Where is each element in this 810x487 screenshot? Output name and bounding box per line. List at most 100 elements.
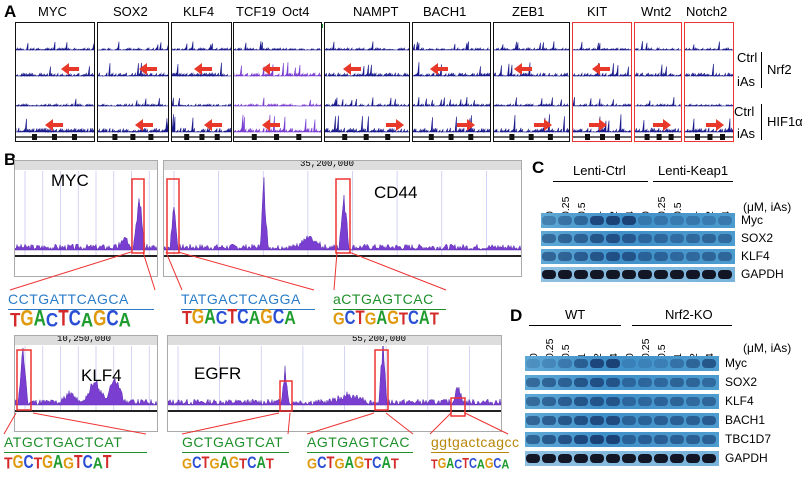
- track-svg-notch2: [685, 41, 733, 140]
- track-signal-row-3: [685, 118, 733, 134]
- logo-letter: A: [376, 306, 388, 329]
- blot-band: [638, 397, 652, 406]
- blot-band: [542, 359, 556, 368]
- gene-exon: [199, 134, 205, 140]
- browser-klf4: 10,250,000 KLF4: [14, 335, 158, 432]
- logo-letter: A: [53, 451, 64, 472]
- gene-exon: [342, 134, 348, 140]
- red-arrow-icon: [429, 63, 448, 75]
- track-box-zeb1: [493, 22, 570, 142]
- blot-band: [638, 454, 652, 463]
- track-signal-row-3: [413, 115, 490, 134]
- blot-band: [542, 435, 556, 444]
- logo-letter: C: [493, 456, 502, 472]
- blot-band: [606, 378, 620, 387]
- gene-label-oct4: Oct4: [282, 4, 310, 19]
- panel-c-label: C: [532, 158, 545, 177]
- motif-logo-2: TGACTCAGCA: [182, 307, 296, 330]
- peak-signal: [164, 177, 521, 251]
- blot-band: [542, 270, 556, 279]
- blot-band: [702, 397, 716, 406]
- logo-letter: G: [437, 456, 447, 472]
- panel-d-label: D: [510, 306, 523, 325]
- blot-band: [542, 378, 556, 387]
- group-line-d2: [632, 325, 732, 326]
- blot-band: [686, 270, 700, 279]
- blot-band: [622, 270, 636, 279]
- blot-band: [622, 416, 636, 425]
- logo-letter: A: [92, 453, 103, 472]
- blot-band: [670, 234, 684, 243]
- gene-exon: [615, 134, 620, 140]
- track-signal-row-3: [325, 115, 409, 134]
- red-arrow-icon: [261, 63, 280, 75]
- logo-letter: A: [344, 452, 354, 473]
- label-ctrl-hif: Ctrl: [734, 104, 755, 119]
- track-signal-row-3: [494, 114, 569, 134]
- browser-myc: MYC: [14, 160, 158, 277]
- motif-logo-4: TGCTGAGTCAT: [4, 451, 111, 474]
- logo-letter: G: [182, 454, 193, 472]
- seq-egfr-1: GCTGAGTCAT: [182, 434, 284, 450]
- blot-label-gapdh: GAPDH: [741, 266, 784, 281]
- seq-underline-3: [333, 309, 446, 310]
- gene-exon: [448, 134, 454, 140]
- logo-letter: A: [418, 306, 430, 329]
- blot-band: [638, 359, 652, 368]
- peak-track-cd44: [164, 171, 521, 257]
- logo-letter: C: [317, 452, 327, 473]
- gene-exon: [695, 134, 700, 140]
- locus-egfr: EGFR: [194, 364, 242, 383]
- blot-band: [622, 397, 636, 406]
- track-signal-row-3: [234, 114, 321, 134]
- blot-band: [590, 359, 604, 368]
- blot-band: [526, 397, 540, 406]
- gene-exon: [112, 134, 118, 140]
- browser-egfr: 55,200,000 EGFR: [167, 335, 502, 432]
- logo-letter: A: [381, 452, 391, 473]
- blot-band: [590, 252, 604, 261]
- callout-lines-top: [9, 251, 447, 291]
- blot-band: [702, 252, 716, 261]
- bracket-nrf2: [761, 52, 762, 88]
- blot-band: [654, 397, 668, 406]
- gene-exon: [251, 134, 257, 140]
- logo-letter: G: [307, 454, 318, 472]
- track-signal-row-3: [635, 120, 681, 134]
- group-line-d1: [529, 325, 621, 326]
- blot-band: [574, 397, 588, 406]
- blot-band: [686, 435, 700, 444]
- red-arrow-icon: [386, 119, 405, 131]
- logo-letter: T: [429, 309, 439, 329]
- track-signal-row-1: [325, 64, 409, 78]
- seq-cd44-1: TATGACTCAGGA: [181, 291, 301, 307]
- track-signal-row-1: [573, 62, 631, 78]
- gene-label-sox2: SOX2: [113, 4, 148, 19]
- track-signal-row-2: [685, 103, 733, 107]
- red-arrow-icon: [343, 63, 362, 75]
- blot-band: [606, 397, 620, 406]
- peak-track-egfr: [168, 346, 501, 417]
- blot-band: [686, 378, 700, 387]
- gene-exon: [720, 134, 725, 140]
- blot-band: [638, 416, 652, 425]
- panel-b-label: B: [4, 150, 17, 169]
- group-wt: WT: [565, 307, 586, 322]
- track-svg-wnt2: [635, 41, 681, 140]
- logo-letter: C: [68, 306, 81, 331]
- blot-band: [542, 454, 556, 463]
- blot-band: [638, 234, 652, 243]
- track-svg-myc: [16, 41, 94, 140]
- gene-exon: [644, 134, 650, 140]
- track-signal-row-1: [685, 63, 733, 78]
- gene-exon: [32, 134, 37, 140]
- blot-band: [670, 416, 684, 425]
- track-signal-row-0: [413, 41, 490, 51]
- motif-logo-6: GCTGAGTCAT: [307, 452, 399, 474]
- blot-band: [526, 359, 540, 368]
- logo-letter: T: [265, 454, 274, 472]
- red-arrow-icon: [194, 63, 213, 75]
- logo-letter: T: [462, 456, 469, 472]
- track-signal-row-1: [635, 64, 681, 78]
- blot-label-klf4: KLF4: [741, 248, 770, 263]
